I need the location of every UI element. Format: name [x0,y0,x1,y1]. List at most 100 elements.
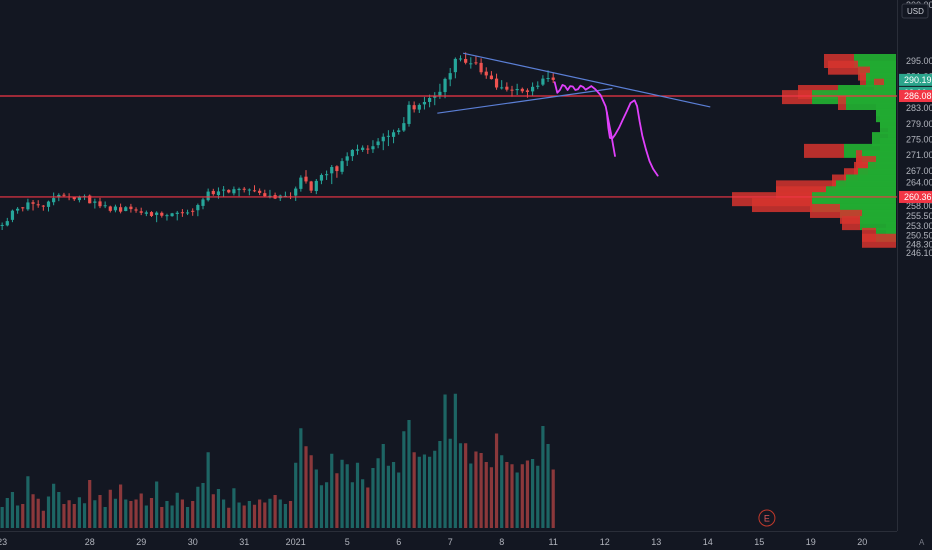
candle-body [88,195,92,204]
candle-body [402,123,406,131]
candle-body [376,141,380,146]
volume-bar [448,438,452,528]
volume-profile [732,54,896,248]
candle-body [185,212,190,214]
candle-body [175,212,179,214]
volume-bar [232,488,236,528]
volume-bar [484,462,488,528]
candle-body [489,75,493,80]
volume-bar [119,484,123,528]
candle-body [237,188,241,191]
candle-body [448,73,452,80]
level-badge-lower: 260.36 [904,192,932,202]
date-tick-label: 23 [0,537,7,547]
candle-body [386,135,390,137]
date-tick-label: 15 [754,537,764,547]
candle-body [510,89,514,91]
volume-bar [0,507,4,528]
candle-body [222,189,226,191]
candle-body [77,197,81,201]
candle-body [350,149,354,157]
candle-body [422,101,427,105]
freehand-drawing[interactable] [553,81,616,157]
earnings-event-marker[interactable]: E [758,509,776,527]
volume-bar [258,499,262,528]
volume-bar [216,489,221,528]
date-tick-label: 31 [239,537,249,547]
volume-bar [82,503,87,528]
trendline[interactable] [462,52,711,108]
candle-body [340,161,344,172]
volume-bar [149,498,154,528]
candle-body [165,215,169,217]
date-tick-label: 28 [85,537,95,547]
price-tick-label: 279.00 [906,119,932,129]
volume-bar [541,426,545,528]
volume-bar [67,500,71,528]
volume-bar [191,501,195,528]
volume-bar [98,495,102,528]
level-badge-lower-box [899,190,932,203]
trendlines[interactable] [437,52,711,114]
volume-bar [355,462,360,528]
price-tick-label: 275.00 [906,135,932,145]
trendline[interactable] [437,87,613,114]
volume-profile-down [862,233,896,248]
volume-bar [340,459,344,528]
volume-bar [124,499,128,528]
candle-body [149,212,154,216]
candle-body [469,63,473,65]
volume-bar [381,444,385,528]
volume-bar [309,455,313,528]
candle-body [438,91,442,96]
volume-bar [222,499,226,528]
candle-body [304,176,308,182]
candle-body [26,202,30,210]
candle-body [5,221,9,226]
candle-body [443,78,447,93]
candle-body [98,201,102,207]
candle-body [551,77,555,80]
volume-bar [273,495,277,528]
date-tick-label: 11 [549,537,558,547]
volume-bar [453,393,457,528]
price-tick-label: 255.50 [906,211,932,221]
horizontal-levels[interactable] [0,95,897,198]
volume-bar [26,476,30,528]
volume-bar [201,483,205,528]
volume-bar [474,451,478,528]
volume-bar [36,498,40,528]
volume-profile-down [860,72,866,87]
candle-body [381,136,385,142]
volume-bar [304,446,308,528]
freehand-drawings[interactable] [553,81,659,177]
volume-bar [469,463,473,528]
volume-bar [46,496,51,528]
volume-bar [397,472,401,528]
candle-body [57,194,61,198]
candle-body [160,212,164,216]
currency-label[interactable]: USD [901,3,929,19]
volume-bar [402,431,406,528]
candle-body [232,189,236,194]
volume-bar [330,453,334,528]
price-tick-label: 295.00 [906,56,932,66]
candle-body [417,104,421,110]
auto-scale-toggle-icon[interactable]: A [919,538,925,547]
volume-bar [5,498,9,528]
candle-body [366,148,370,150]
price-tick-label: 283.00 [906,103,932,113]
freehand-drawing[interactable] [605,99,659,177]
candle-body [314,180,318,192]
candle-body [515,88,519,91]
time-axis[interactable]: 23 28 29 30 31 2021 5 6 7 8 11 12 13 14 15 19 20 [0,537,867,547]
volume-bar [288,501,293,528]
volume-bar [134,499,138,528]
candle-body [330,167,334,174]
candle-body [180,212,184,214]
date-tick-label: 6 [396,537,401,547]
volume-bar [268,498,272,528]
volume-bar [531,459,535,528]
volume-profile-down [804,143,844,158]
